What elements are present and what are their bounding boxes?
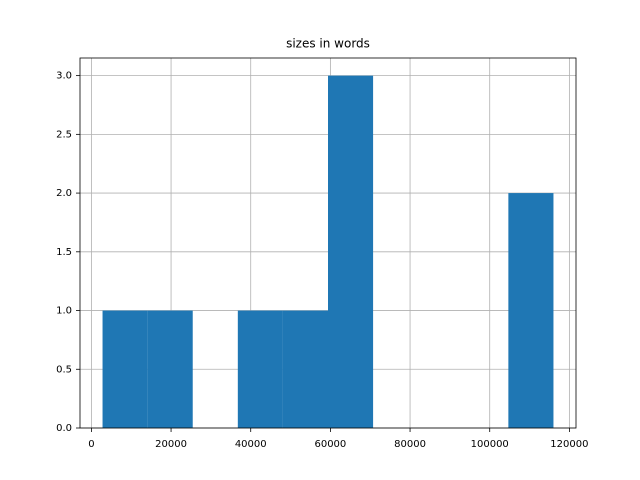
bar bbox=[508, 193, 554, 428]
y-tick-label: 3.0 bbox=[56, 71, 72, 82]
x-tick-label: 20000 bbox=[155, 439, 187, 450]
bar bbox=[102, 310, 148, 428]
bar bbox=[147, 310, 193, 428]
y-tick-label: 0.5 bbox=[56, 364, 72, 375]
x-tick-label: 100000 bbox=[471, 439, 509, 450]
x-tick-label: 60000 bbox=[314, 439, 346, 450]
y-tick-label: 0.0 bbox=[56, 423, 72, 434]
x-tick-label: 80000 bbox=[394, 439, 426, 450]
x-tick-label: 120000 bbox=[550, 439, 588, 450]
chart-title: sizes in words bbox=[286, 37, 370, 51]
y-tick-label: 2.0 bbox=[56, 188, 72, 199]
bar bbox=[328, 75, 374, 428]
x-tick-label: 40000 bbox=[235, 439, 267, 450]
bar bbox=[282, 310, 328, 428]
y-tick-label: 1.0 bbox=[56, 306, 72, 317]
bar bbox=[237, 310, 283, 428]
x-tick-label: 0 bbox=[88, 439, 94, 450]
y-tick-label: 2.5 bbox=[56, 129, 72, 140]
plot-frame bbox=[79, 57, 577, 429]
y-tick-label: 1.5 bbox=[56, 247, 72, 258]
